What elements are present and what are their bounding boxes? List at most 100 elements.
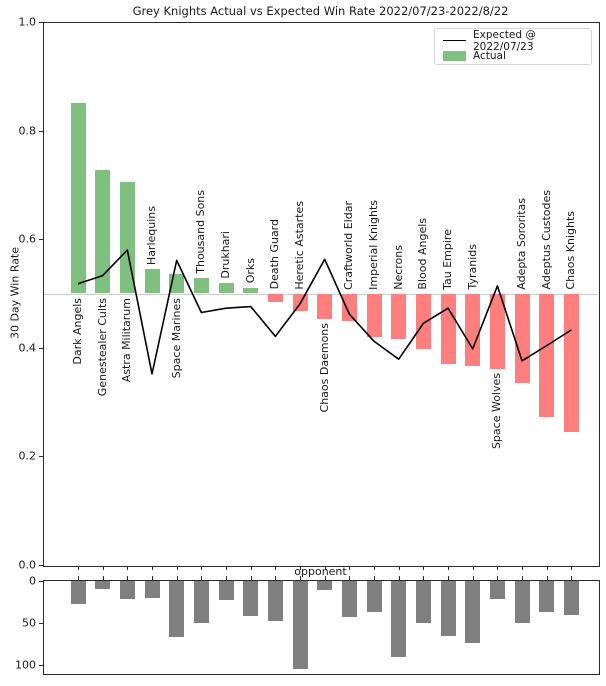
category-label: Harlequins (145, 206, 158, 266)
category-label: Orks (243, 258, 257, 284)
sub-xtick-mark (522, 576, 524, 580)
games-bar (144, 581, 160, 598)
category-label: Necrons (391, 244, 405, 290)
sub-xtick-mark (546, 576, 548, 580)
sub-ytick-mark (39, 623, 43, 624)
category-label: Dark Angels (71, 297, 84, 365)
actual-bar (391, 293, 407, 340)
actual-bar (144, 269, 160, 294)
sub-xtick-mark (472, 576, 474, 580)
games-bar (440, 581, 456, 636)
sub-xtick-mark (226, 576, 228, 580)
sub-xtick-mark (275, 576, 277, 580)
sub-xtick-mark (324, 576, 326, 580)
main-xtick-mark (497, 566, 499, 570)
actual-bar (366, 293, 382, 337)
actual-bar (218, 282, 234, 294)
main-xtick-mark (176, 566, 178, 570)
games-bar (70, 581, 86, 604)
games-bar (341, 581, 357, 618)
category-label: Drukhari (219, 231, 233, 279)
actual-bar (70, 103, 86, 294)
main-xtick-mark (571, 566, 573, 570)
main-xtick-mark (127, 566, 129, 570)
main-ytick-label: 0.6 (18, 232, 37, 246)
sub-xtick-mark (201, 576, 203, 580)
games-bar (563, 581, 579, 616)
actual-bar (193, 277, 209, 294)
main-xtick-mark (275, 566, 277, 570)
main-xtick-mark (300, 566, 302, 570)
category-label: Astra Militarum (120, 297, 134, 382)
sub-ytick-label: 50 (22, 616, 36, 630)
x-axis-label: opponent (294, 565, 347, 578)
actual-bar (440, 293, 456, 365)
games-bar (415, 581, 431, 623)
main-xtick-mark (546, 566, 548, 570)
category-label: Adepta Sororitas (515, 197, 529, 290)
games-bar (465, 581, 481, 644)
main-xtick-mark (102, 566, 104, 570)
main-ytick-label: 1.0 (18, 15, 37, 29)
legend-row-actual: Actual (443, 48, 585, 63)
main-plot-area (43, 22, 600, 567)
sub-xtick-mark (349, 576, 351, 580)
category-label: Adeptus Custodes (539, 190, 553, 290)
legend-row-expected: Expected @ 2022/07/23 (443, 29, 585, 53)
actual-bar (563, 293, 579, 432)
main-xtick-mark (349, 566, 351, 570)
actual-bar (169, 273, 185, 294)
main-xtick-mark (250, 566, 252, 570)
main-xtick-mark (201, 566, 203, 570)
main-xtick-mark (423, 566, 425, 570)
games-bar (193, 581, 209, 623)
main-ytick-mark (39, 565, 43, 566)
sub-xtick-mark (571, 576, 573, 580)
sub-ytick-mark (39, 581, 43, 582)
sub-xtick-mark (374, 576, 376, 580)
sub-ytick-mark (39, 665, 43, 666)
sub-xtick-mark (448, 576, 450, 580)
legend: Expected @ 2022/07/23 Actual (434, 28, 592, 65)
sub-ytick-label: 0 (29, 574, 36, 588)
main-ytick-mark (39, 239, 43, 241)
category-label: Tyranids (465, 243, 479, 290)
legend-expected-label: Expected @ 2022/07/23 (473, 28, 536, 53)
category-label: Space Marines (169, 297, 183, 378)
actual-bar (95, 170, 111, 294)
sub-xtick-mark (102, 576, 104, 580)
main-ytick-mark (39, 456, 43, 458)
actual-bar (465, 293, 481, 366)
sub-xtick-mark (78, 576, 79, 580)
sub-xtick-mark (250, 576, 252, 580)
category-label: Chaos Daemons (317, 323, 331, 413)
games-bar (119, 581, 135, 599)
main-xtick-mark (448, 566, 450, 570)
main-ytick-mark (39, 347, 43, 349)
actual-bar (489, 293, 505, 369)
legend-actual-label: Actual (473, 49, 506, 62)
category-label: Genestealer Cults (95, 297, 109, 396)
games-bar (366, 581, 382, 613)
sub-xtick-mark (152, 576, 153, 580)
actual-bar (415, 293, 431, 349)
games-bar (95, 581, 111, 590)
category-label: Chaos Knights (564, 210, 578, 290)
chart-title: Grey Knights Actual vs Expected Win Rate… (132, 4, 509, 18)
category-label: Craftworld Eldar (342, 200, 356, 290)
actual-bar (119, 181, 135, 294)
actual-bar (292, 293, 308, 312)
main-xtick-mark (226, 566, 228, 570)
games-bar (267, 581, 283, 622)
main-xtick-mark (398, 566, 400, 570)
games-bar (391, 581, 407, 658)
actual-bar (341, 293, 357, 321)
main-ytick-label: 0.2 (18, 449, 37, 463)
main-xtick-mark (324, 566, 326, 570)
main-ytick-label: 0.8 (18, 124, 37, 138)
category-label: Space Wolves (490, 372, 504, 450)
games-bar (317, 581, 333, 591)
category-label: Heretic Astartes (293, 200, 307, 290)
legend-line-sample-icon (443, 40, 466, 41)
